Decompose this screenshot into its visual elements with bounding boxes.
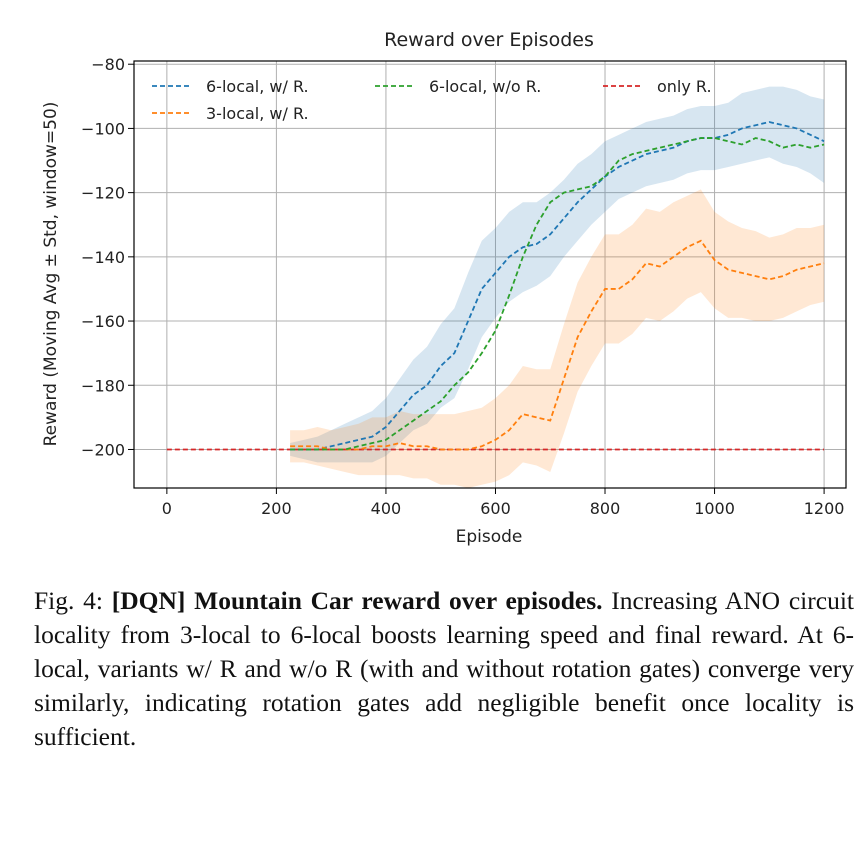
series-line bbox=[290, 239, 825, 451]
std-band bbox=[290, 189, 825, 488]
x-tick-label: 0 bbox=[162, 499, 172, 518]
x-axis-label: Episode bbox=[456, 527, 523, 547]
x-tick-label: 200 bbox=[261, 499, 292, 518]
axis-ticks: 0 200 400 600 800 1000 1200 −200 −180 −160 −140 −12… bbox=[81, 55, 844, 518]
x-tick-label: 1200 bbox=[804, 499, 845, 518]
y-tick-label: −180 bbox=[81, 376, 125, 395]
series-lines bbox=[166, 121, 825, 451]
caption-bold-title: [DQN] Mountain Car reward over episodes. bbox=[111, 586, 603, 615]
caption-body: Increas­ing ANO circuit locality from 3-… bbox=[34, 586, 854, 751]
legend-label: only R. bbox=[657, 77, 712, 96]
grid-lines bbox=[134, 61, 846, 488]
legend-label: 3-local, w/ R. bbox=[206, 104, 309, 123]
std-bands bbox=[290, 86, 825, 488]
legend: 6-local, w/ R. 6-local, w/o R. only R. 3-lo… bbox=[152, 77, 712, 123]
std-band bbox=[290, 86, 825, 463]
legend-label: 6-local, w/ R. bbox=[206, 77, 309, 96]
y-axis-label: Reward (Moving Avg ± Std, window=50) bbox=[41, 102, 61, 447]
figure-caption: Fig. 4: [DQN] Mountain Car reward over e… bbox=[34, 584, 854, 754]
chart-title: Reward over Episodes bbox=[384, 29, 594, 51]
y-tick-label: −100 bbox=[81, 119, 125, 138]
x-tick-label: 600 bbox=[480, 499, 511, 518]
x-tick-label: 400 bbox=[371, 499, 402, 518]
series-line bbox=[290, 121, 825, 451]
y-tick-label: −160 bbox=[81, 312, 125, 331]
legend-label: 6-local, w/o R. bbox=[429, 77, 541, 96]
x-tick-label: 1000 bbox=[694, 499, 735, 518]
reward-chart: Reward over Episodes 0 200 400 600 800 1000 12… bbox=[41, 29, 847, 547]
series-line bbox=[290, 137, 825, 451]
caption-label: Fig. 4: bbox=[34, 586, 103, 615]
y-tick-label: −80 bbox=[91, 55, 125, 74]
y-tick-label: −140 bbox=[81, 248, 125, 267]
x-tick-label: 800 bbox=[590, 499, 621, 518]
y-tick-label: −120 bbox=[81, 184, 125, 203]
plot-frame bbox=[133, 60, 847, 489]
y-tick-label: −200 bbox=[81, 440, 125, 459]
